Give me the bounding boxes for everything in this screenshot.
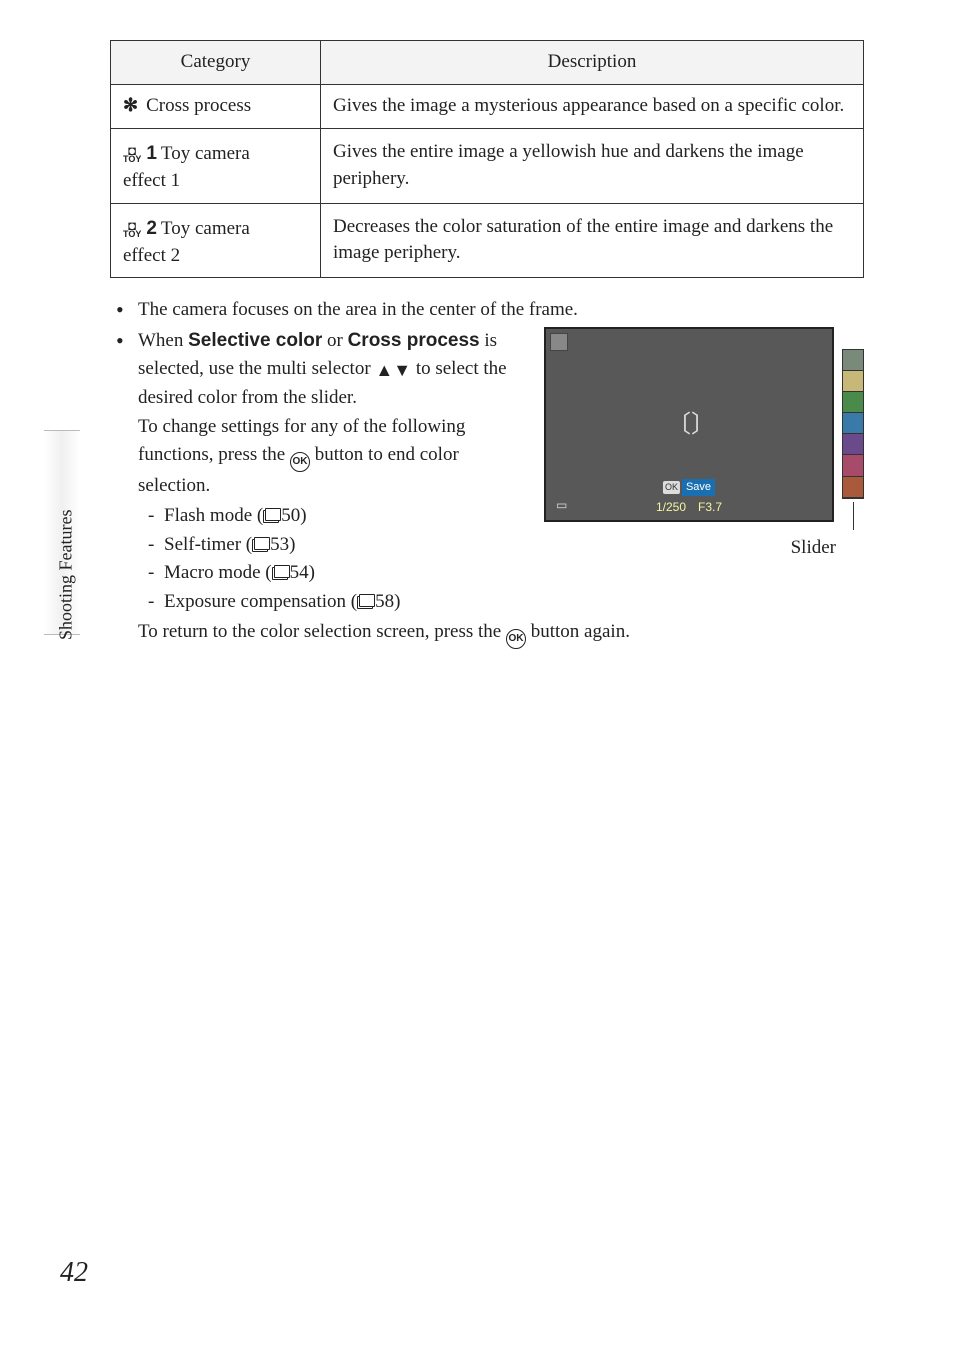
slider-segment xyxy=(843,350,863,371)
desc-cell: Gives the entire image a yellowish hue a… xyxy=(321,128,864,203)
down-arrow-icon: ▼ xyxy=(393,357,411,384)
ref-num: 54 xyxy=(290,562,309,583)
toy-num: 1 xyxy=(146,141,157,168)
sub-text: Macro mode ( xyxy=(164,562,272,583)
desc-cell: Gives the image a mysterious appearance … xyxy=(321,84,864,128)
sub-item: Self-timer ( 53) xyxy=(138,531,530,560)
close-paren: ) xyxy=(309,562,315,583)
up-arrow-icon: ▲ xyxy=(375,357,393,384)
color-slider[interactable] xyxy=(842,349,864,499)
list-item: The camera focuses on the area in the ce… xyxy=(110,296,864,325)
ok-button-icon: OK xyxy=(290,452,310,472)
page-ref-icon xyxy=(272,566,290,580)
toy-num: 2 xyxy=(146,216,157,243)
ref-num: 58 xyxy=(375,591,394,612)
exposure-values: 1/250 F3.7 xyxy=(656,498,722,516)
sidebar-tab-label: Shooting Features xyxy=(52,440,80,640)
ref-num: 53 xyxy=(270,534,289,555)
ref-num: 50 xyxy=(281,505,300,526)
list-item: When Selective color or Cross process is… xyxy=(110,327,864,649)
bullet-text: or xyxy=(322,330,347,351)
close-paren: ) xyxy=(289,534,295,555)
sub-text: Exposure compensation ( xyxy=(164,591,357,612)
bullet-text: button again. xyxy=(526,621,630,642)
bullet-text: selected, use the multi selector xyxy=(138,358,375,379)
slider-segment xyxy=(843,413,863,434)
header-category: Category xyxy=(111,41,321,85)
close-paren: ) xyxy=(300,505,306,526)
cat-label: Cross process xyxy=(146,93,251,120)
desc-cell: Decreases the color saturation of the en… xyxy=(321,203,864,278)
toy-camera-2-icon: ◘TOY xyxy=(123,221,141,239)
bullet-text: When xyxy=(138,330,188,351)
cat-label-2: effect 1 xyxy=(123,170,180,191)
focus-brackets-icon: 〔〕 xyxy=(667,406,711,442)
shutter-value: 1/250 xyxy=(656,498,686,516)
ok-button-icon: OK xyxy=(506,629,526,649)
table-row: ◘TOY 2 Toy camera effect 2 Decreases the … xyxy=(111,203,864,278)
sub-list: Flash mode ( 50) Self-timer ( 53) Macro mo… xyxy=(138,502,530,616)
close-paren: ) xyxy=(394,591,400,612)
battery-icon: ▭ xyxy=(556,496,567,514)
save-text: Save xyxy=(682,479,715,496)
sub-item: Macro mode ( 54) xyxy=(138,559,530,588)
slider-segment xyxy=(843,371,863,392)
ok-badge-icon: OK xyxy=(663,481,680,495)
sub-text: Flash mode ( xyxy=(164,505,263,526)
table-row: ✻ Cross process Gives the image a myster… xyxy=(111,84,864,128)
callout-line xyxy=(853,502,854,530)
mode-icon xyxy=(550,333,568,351)
preview-screen-container: 〔〕 OK Save ▭ 1/250 F3.7 xyxy=(544,327,864,522)
slider-segment xyxy=(843,434,863,455)
effects-table: Category Description ✻ Cross process Giv… xyxy=(110,40,864,278)
bold-text: Selective color xyxy=(188,330,322,351)
slider-segment xyxy=(843,455,863,476)
sub-item: Exposure compensation ( 58) xyxy=(138,588,530,617)
cat-label-2: effect 2 xyxy=(123,245,180,266)
page-ref-icon xyxy=(357,595,375,609)
bold-text: Cross process xyxy=(348,330,480,351)
cat-label: Toy camera xyxy=(161,141,250,168)
cross-process-icon: ✻ xyxy=(123,93,138,118)
sub-item: Flash mode ( 50) xyxy=(138,502,530,531)
bullet-text: To return to the color selection screen,… xyxy=(138,621,506,642)
cat-label: Toy camera xyxy=(161,216,250,243)
slider-segment xyxy=(843,392,863,413)
page-number: 42 xyxy=(60,1257,88,1289)
save-label: OK Save xyxy=(663,479,715,496)
header-description: Description xyxy=(321,41,864,85)
table-row: ◘TOY 1 Toy camera effect 1 Gives the enti… xyxy=(111,128,864,203)
camera-screen: 〔〕 OK Save ▭ 1/250 F3.7 xyxy=(544,327,834,522)
bullet-text: is xyxy=(480,330,497,351)
slider-segment xyxy=(843,477,863,498)
notes-list: The camera focuses on the area in the ce… xyxy=(110,296,864,649)
toy-camera-1-icon: ◘TOY xyxy=(123,146,141,164)
page-ref-icon xyxy=(252,538,270,552)
page-ref-icon xyxy=(263,509,281,523)
slider-label: Slider xyxy=(716,534,836,563)
bullet-text: The camera focuses on the area in the ce… xyxy=(138,299,578,320)
sub-text: Self-timer ( xyxy=(164,534,252,555)
fnumber-value: F3.7 xyxy=(698,498,722,516)
